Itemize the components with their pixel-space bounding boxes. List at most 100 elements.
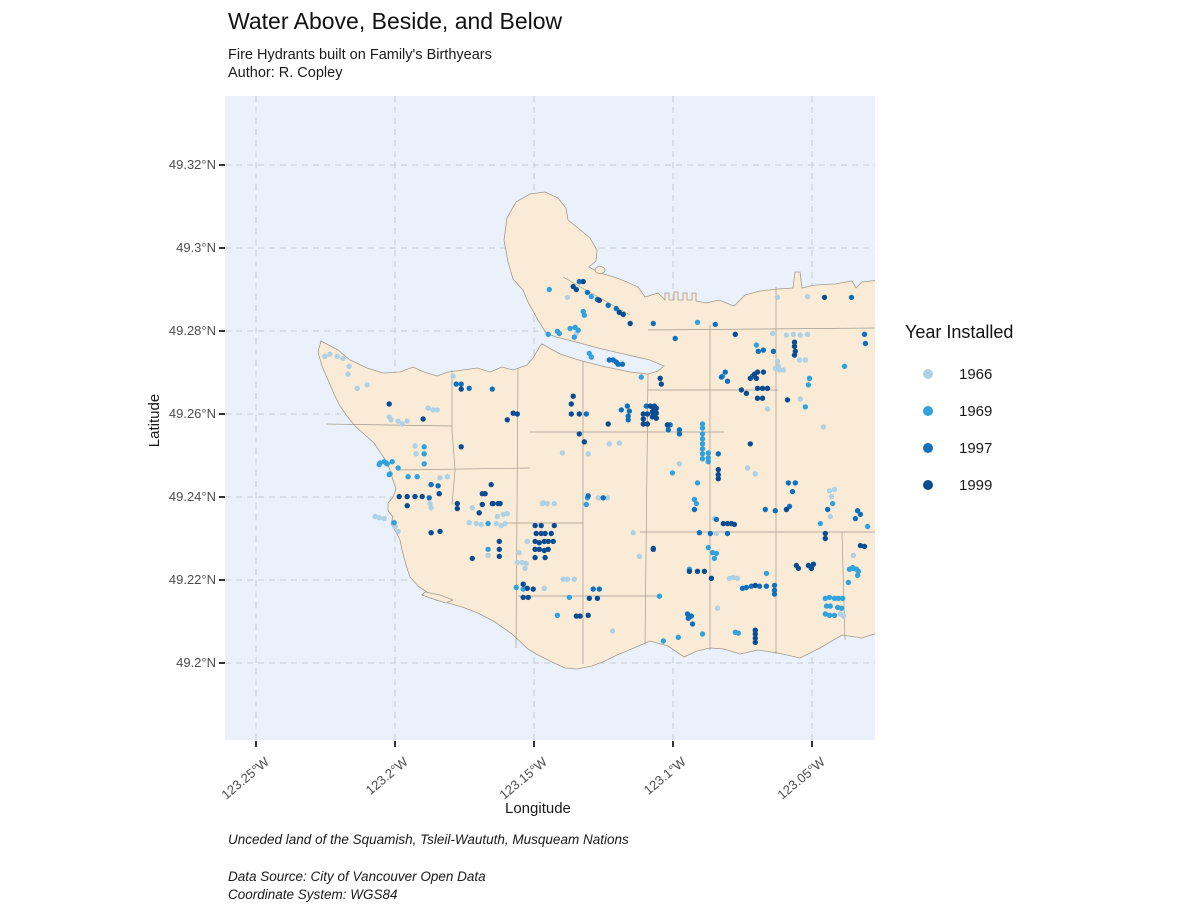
hydrant-dot-1969 [699,631,706,637]
hydrant-dot-1999 [514,411,520,417]
hydrant-dot-1997 [665,427,671,433]
hydrant-dot-1966 [434,407,440,413]
hydrant-dot-1997 [466,385,472,391]
legend: Year Installed 1966 1969 1997 1999 [905,322,1185,509]
hydrant-dot-1969 [763,570,770,577]
hydrant-dot-1997 [770,348,777,354]
hydrant-dot-1966 [450,373,456,379]
hydrant-dot-1999 [627,320,633,327]
hydrant-dot-1999 [752,631,758,637]
y-tick-mark [219,662,225,664]
hydrant-dot-1999 [568,411,574,417]
hydrant-dot-1966 [783,332,790,338]
legend-dot-icon [923,369,933,379]
hydrant-dot-1966 [796,357,803,363]
legend-item-1999: 1999 [905,472,1185,498]
hydrant-dot-1999 [694,568,701,574]
hydrant-dot-1997 [676,427,683,433]
hydrant-dot-1966 [636,553,643,559]
hydrant-dot-1999 [536,546,542,552]
hydrant-dot-1966 [780,367,787,373]
hydrant-dot-1999 [754,395,761,401]
hydrant-dot-1969 [827,603,833,609]
hydrant-dot-1966 [522,565,528,572]
hydrant-dot-1966 [388,417,394,423]
hydrant-dot-1999 [568,401,574,407]
hydrant-dot-1999 [708,575,715,581]
hydrant-dot-1999 [479,491,485,497]
hydrant-dot-1966 [437,475,443,481]
hydrant-dot-1969 [694,480,701,486]
hydrant-dot-1997 [615,361,621,367]
hydrant-dot-1969 [391,520,397,526]
legend-items: 1966 1969 1997 1999 [905,361,1185,498]
hydrant-dot-1999 [532,546,538,552]
hydrant-dot-1997 [771,582,778,589]
hydrant-dot-1969 [713,550,720,557]
hydrant-dot-1969 [414,474,420,480]
legend-label: 1969 [959,402,993,420]
y-tick-label: 49.3°N [176,240,216,255]
hydrant-dot-1997 [772,508,778,514]
hydrant-dot-1999 [752,582,758,589]
hydrant-dot-1997 [712,321,718,328]
hydrant-dot-1969 [822,611,828,617]
hydrant-dot-1997 [489,386,495,392]
hydrant-dot-1966 [540,500,546,506]
hydrant-dot-1966 [504,510,510,517]
hydrant-dot-1999 [640,416,646,422]
hydrant-dot-1969 [545,331,551,337]
hydrant-dot-1997 [435,483,441,489]
hydrant-dot-1969 [699,436,706,442]
legend-label: 1966 [959,365,993,383]
hydrant-dot-1966 [820,424,827,430]
hydrant-dot-1999 [545,546,551,552]
y-tick-mark [219,164,225,166]
hydrant-dot-1999 [548,530,554,537]
hydrant-dot-1997 [624,403,631,409]
x-tick-label: 123.25°W [218,754,272,803]
hydrant-dot-1999 [759,395,766,401]
hydrant-dot-1997 [760,347,767,353]
hydrant-dot-1969 [554,328,561,335]
x-tick-label: 123.05°W [774,754,828,803]
hydrant-dot-1969 [660,638,666,644]
hydrant-dot-1997 [762,506,768,513]
hydrant-dot-1997 [718,374,725,380]
legend-label: 1997 [959,439,993,457]
x-tick-mark [255,741,257,747]
hydrant-dot-1999 [822,530,828,537]
hydrant-dot-1999 [488,481,494,488]
hydrant-dot-1966 [744,465,751,471]
hydrant-dot-1999 [476,510,482,516]
hydrant-dot-1966 [764,406,771,412]
hydrant-dot-1969 [638,374,644,380]
hydrant-dot-1969 [383,460,389,466]
hydrant-dot-1999 [596,297,602,303]
hydrant-dot-1969 [823,603,830,609]
hydrant-dot-1997 [584,289,591,296]
hydrant-dot-1966 [395,418,401,424]
hydrant-dot-1999 [576,411,582,417]
hydrant-dot-1997 [713,516,720,523]
hydrant-dot-1966 [616,440,622,446]
hydrant-dot-1969 [699,451,706,457]
hydrant-dot-1999 [715,476,721,482]
hydrant-dot-1999 [664,422,671,428]
hydrant-dot-1969 [675,634,681,640]
hydrant-dot-1969 [691,496,698,503]
hydrant-dot-1999 [510,410,516,416]
hydrant-dot-1969 [421,451,427,457]
hydrant-dot-1997 [854,508,861,514]
hydrant-dot-1997 [785,480,792,486]
hydrant-dot-1966 [564,576,571,582]
hydrant-dot-1999 [605,421,611,427]
hydrant-dot-1969 [705,459,711,465]
hydrant-dot-1969 [705,544,711,551]
caption-land-acknowledgement: Unceded land of the Squamish, Tsleil-Wau… [228,832,629,847]
y-axis-title: Latitude [146,393,164,448]
hydrant-dot-1997 [650,320,656,327]
hydrant-dot-1966 [500,511,506,518]
hydrant-dot-1999 [783,506,790,513]
